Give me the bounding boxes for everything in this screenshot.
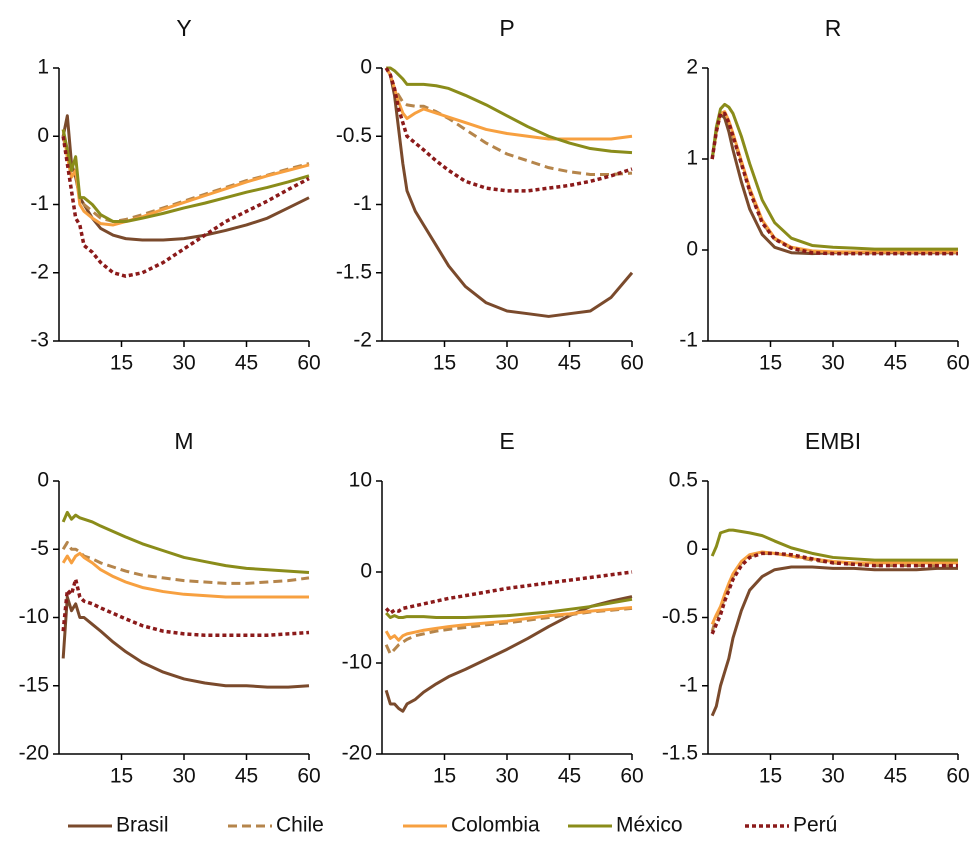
x-tick-label: 45 <box>235 765 258 788</box>
series-line <box>710 528 958 562</box>
series-line <box>384 605 633 642</box>
series-line <box>384 595 633 713</box>
series-line <box>61 540 310 585</box>
panel-title: Y <box>176 15 191 41</box>
x-tick-label: 15 <box>433 765 456 788</box>
y-tick-label: 2 <box>686 56 698 79</box>
x-tick-label: 60 <box>946 765 969 788</box>
series-line <box>386 66 633 155</box>
panel-title: P <box>499 15 514 41</box>
y-tick-label: 0 <box>360 560 372 583</box>
x-tick-label: 30 <box>172 352 195 375</box>
y-tick-label: -10 <box>342 651 372 674</box>
series-line <box>61 135 310 278</box>
x-tick-label: 45 <box>558 765 581 788</box>
series-line <box>384 67 633 141</box>
x-tick-label: 60 <box>620 765 643 788</box>
series-line <box>61 510 310 574</box>
series-line <box>61 577 310 637</box>
y-tick-label: -10 <box>19 605 49 628</box>
x-tick-label: 60 <box>620 352 643 375</box>
y-tick-label: 0 <box>360 56 372 79</box>
panel-title: EMBI <box>805 428 861 454</box>
x-tick-label: 30 <box>821 765 844 788</box>
panel-title: M <box>174 428 193 454</box>
x-tick-label: 15 <box>433 352 456 375</box>
x-tick-label: 15 <box>110 765 133 788</box>
series-line <box>384 67 634 318</box>
x-tick-label: 45 <box>884 765 907 788</box>
y-tick-label: 0 <box>686 238 698 261</box>
series-line <box>61 595 310 689</box>
x-tick-label: 45 <box>235 352 258 375</box>
x-tick-label: 60 <box>946 352 969 375</box>
series-line <box>710 551 958 635</box>
y-tick-label: -1 <box>353 192 372 215</box>
y-tick-label: -3 <box>30 329 49 352</box>
panel-title: R <box>825 15 842 41</box>
series-line <box>710 111 958 256</box>
legend-label: Chile <box>276 814 324 837</box>
legend-label: México <box>616 814 683 837</box>
y-tick-label: -1 <box>679 673 698 696</box>
x-tick-label: 30 <box>172 765 195 788</box>
y-tick-label: -0.5 <box>662 605 698 628</box>
series-line <box>384 570 633 615</box>
y-tick-label: 10 <box>349 469 372 492</box>
legend-label: Colombia <box>451 814 540 837</box>
series-line <box>710 565 958 717</box>
y-tick-label: -5 <box>30 537 49 560</box>
y-tick-label: -15 <box>19 673 49 696</box>
x-tick-label: 45 <box>884 352 907 375</box>
y-tick-label: -20 <box>342 742 372 765</box>
y-tick-label: -1.5 <box>662 742 698 765</box>
y-tick-label: -1.5 <box>336 260 372 283</box>
x-tick-label: 15 <box>110 352 133 375</box>
series-line <box>61 551 309 599</box>
x-tick-label: 15 <box>759 765 782 788</box>
y-tick-label: -0.5 <box>336 124 372 147</box>
x-tick-label: 30 <box>495 765 518 788</box>
y-tick-label: -1 <box>30 192 49 215</box>
y-tick-label: 1 <box>686 147 698 170</box>
series-line <box>710 102 958 251</box>
series-line <box>710 110 958 254</box>
y-tick-label: -2 <box>30 260 49 283</box>
x-tick-label: 60 <box>297 765 320 788</box>
series-line <box>61 129 310 227</box>
y-tick-label: -1 <box>679 329 698 352</box>
y-tick-label: 1 <box>37 56 49 79</box>
series-line <box>710 550 958 625</box>
x-tick-label: 30 <box>495 352 518 375</box>
legend-label: Perú <box>793 814 837 837</box>
series-line <box>384 67 633 193</box>
series-line <box>61 114 310 242</box>
series-line <box>61 129 310 224</box>
series-line <box>385 597 633 619</box>
x-tick-label: 15 <box>759 352 782 375</box>
x-tick-label: 45 <box>558 352 581 375</box>
y-tick-label: 0.5 <box>669 469 698 492</box>
y-tick-label: -20 <box>19 742 49 765</box>
y-tick-label: 0 <box>37 124 49 147</box>
x-tick-label: 60 <box>297 352 320 375</box>
y-tick-label: -2 <box>353 329 372 352</box>
panel-title: E <box>499 428 514 454</box>
y-tick-label: 0 <box>37 469 49 492</box>
x-tick-label: 30 <box>821 352 844 375</box>
y-tick-label: 0 <box>686 537 698 560</box>
legend-label: Brasil <box>116 814 169 837</box>
